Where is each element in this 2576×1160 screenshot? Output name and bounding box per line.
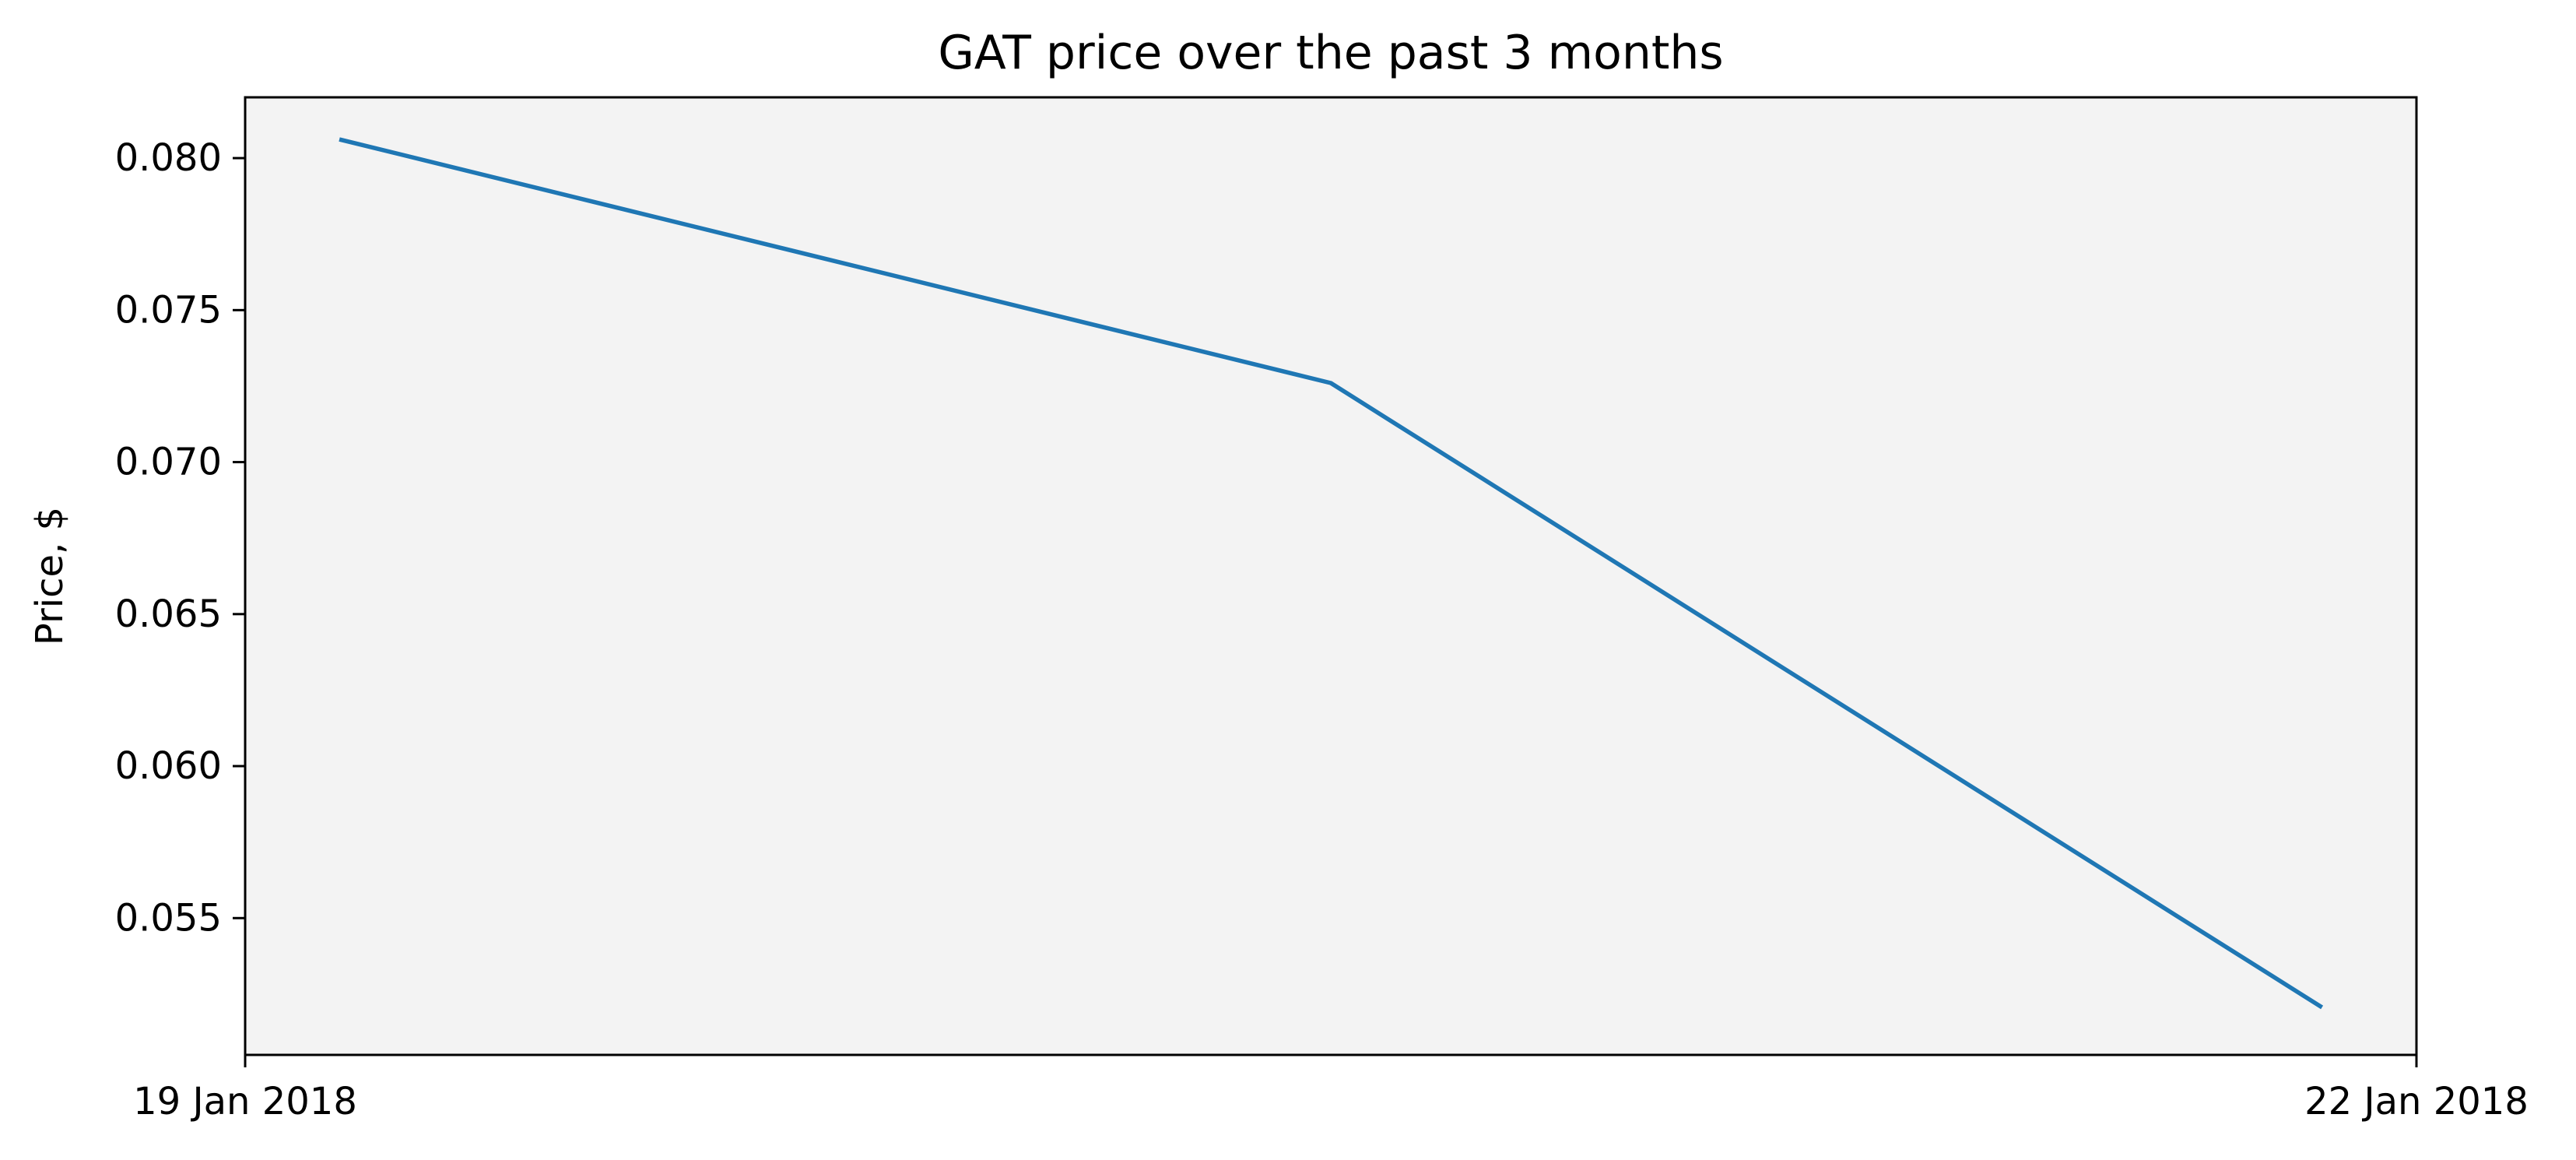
y-axis-label: Price, $ <box>28 507 72 645</box>
plot-area <box>245 97 2416 1055</box>
y-tick-label: 0.070 <box>115 441 222 484</box>
chart-title: GAT price over the past 3 months <box>938 26 1723 80</box>
x-tick-label: 19 Jan 2018 <box>133 1080 357 1123</box>
y-axis-ticks: 0.080 0.075 0.070 0.065 0.060 0.055 <box>115 136 245 940</box>
y-tick-label: 0.055 <box>115 896 222 940</box>
x-axis-ticks: 19 Jan 2018 22 Jan 2018 <box>133 1055 2529 1123</box>
y-tick-label: 0.060 <box>115 744 222 788</box>
y-tick-label: 0.080 <box>115 136 222 180</box>
plot-frame <box>244 96 2418 1056</box>
series-layer <box>339 137 2324 1010</box>
y-tick-label: 0.075 <box>115 288 222 332</box>
x-tick-label: 22 Jan 2018 <box>2304 1080 2529 1123</box>
price-series-line <box>339 137 2324 1010</box>
y-tick-label: 0.065 <box>115 592 222 636</box>
